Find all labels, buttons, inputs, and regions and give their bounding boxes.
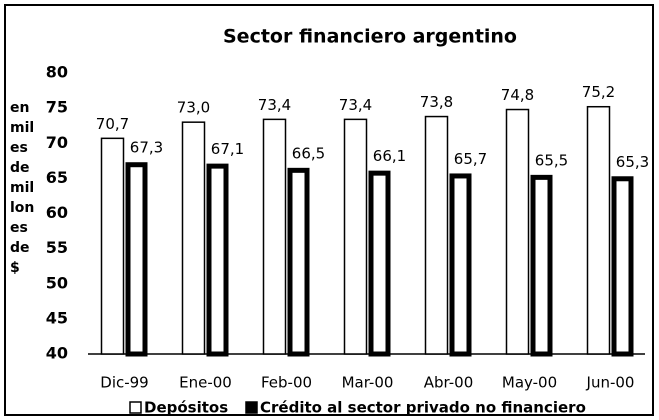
bar — [262, 118, 287, 355]
y-tick-label: 65 — [46, 168, 68, 187]
bar — [449, 173, 472, 357]
bar — [611, 176, 634, 357]
y-axis-label: mil — [10, 180, 34, 196]
bar — [368, 170, 391, 357]
x-tick-label: Jun-00 — [586, 374, 635, 392]
value-label: 67,3 — [130, 139, 163, 157]
legend-label: Crédito al sector privado no financiero — [260, 399, 586, 417]
bar — [424, 115, 449, 355]
y-axis-label: es — [10, 220, 28, 236]
bar — [287, 167, 310, 357]
bar — [181, 121, 206, 355]
y-axis-label: de — [10, 240, 30, 256]
y-tick-label: 70 — [46, 133, 68, 152]
y-axis-label: en — [10, 100, 29, 116]
legend-swatch — [245, 401, 258, 414]
value-label: 75,2 — [582, 83, 615, 101]
x-tick-label: Abr-00 — [424, 374, 474, 392]
y-tick-label: 75 — [46, 98, 68, 117]
y-axis-label: $ — [10, 260, 20, 276]
value-label: 74,8 — [501, 86, 534, 104]
x-tick-label: May-00 — [502, 374, 557, 392]
bar — [530, 174, 553, 357]
value-label: 73,4 — [258, 96, 291, 114]
y-tick-label: 45 — [46, 308, 68, 327]
x-tick-label: Feb-00 — [261, 374, 312, 392]
y-axis-label: es — [10, 140, 28, 156]
value-label: 65,5 — [535, 151, 568, 169]
legend-label: Depósitos — [144, 399, 228, 417]
value-label: 73,8 — [420, 93, 453, 111]
y-tick-label: 50 — [46, 273, 68, 292]
value-label: 65,7 — [454, 150, 487, 168]
y-axis-label: mil — [10, 120, 34, 136]
value-label: 67,1 — [211, 140, 244, 158]
y-axis-label: lon — [10, 200, 34, 216]
bar — [586, 105, 611, 355]
value-label: 66,1 — [373, 147, 406, 165]
legend-swatch — [129, 401, 142, 414]
y-tick-label: 80 — [46, 63, 68, 82]
x-tick-label: Ene-00 — [179, 374, 232, 392]
bar — [100, 137, 125, 355]
x-tick-label: Mar-00 — [342, 374, 394, 392]
x-tick-label: Dic-99 — [100, 374, 148, 392]
value-label: 65,3 — [616, 153, 649, 171]
y-axis-label: de — [10, 160, 30, 176]
bar — [343, 118, 368, 355]
value-label: 66,5 — [292, 144, 325, 162]
chart-title: Sector financiero argentino — [223, 26, 517, 48]
y-tick-label: 55 — [46, 238, 68, 257]
bar — [206, 163, 229, 357]
y-tick-label: 60 — [46, 203, 68, 222]
y-tick-label: 40 — [46, 344, 68, 363]
bar — [505, 108, 530, 355]
value-label: 70,7 — [96, 115, 129, 133]
value-label: 73,0 — [177, 99, 210, 117]
bar — [125, 162, 148, 357]
value-label: 73,4 — [339, 96, 372, 114]
